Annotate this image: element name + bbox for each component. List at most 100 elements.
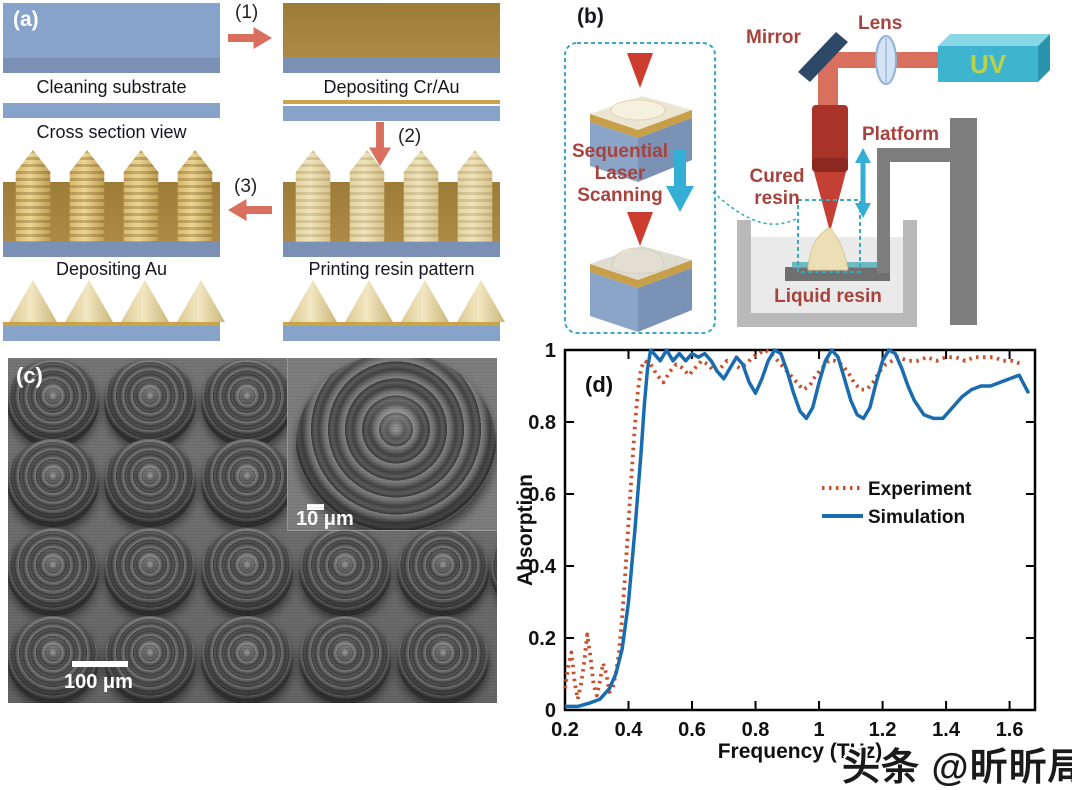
step-label-cross-section: Cross section view [36,122,187,142]
tank-right-wall [903,220,917,327]
sem-cone [299,528,391,616]
laser-tip-icon [627,53,653,88]
inset-scale-bar [307,504,324,510]
sem-cone [8,616,99,703]
sem-cone [8,528,99,616]
cross-section-crau-substrate [283,106,500,121]
step-label-dep-crau: Depositing Cr/Au [323,77,460,97]
x-tick-label: 0.4 [615,719,644,741]
sem-cone [104,528,196,616]
sem-cone [201,616,293,703]
x-tick-label: 0.6 [678,719,706,741]
resin-pillar [457,150,493,242]
step-3-arrow-icon [228,199,272,221]
plot-frame [563,348,1037,712]
mirror-label: Mirror [746,27,801,48]
main-scale-label: 100 μm [64,671,133,693]
y-tick-label: 0.6 [528,484,556,506]
x-tick-label: 1.2 [869,719,897,741]
cured-cone-dashed-box [797,199,861,273]
substrate-block-thin-layer [590,96,692,182]
gold-cross-section [3,280,225,341]
resin-cone [401,280,449,322]
x-tick-label: 0.2 [551,719,579,741]
tank-left-wall [737,220,751,327]
y-tick-label: 0.8 [528,412,556,434]
crau-thin-film [283,100,500,104]
uv-beam-vertical [818,55,838,112]
sem-cone [397,616,489,703]
y-axis-title: Absorption [514,474,537,586]
resin-pillar [295,150,331,242]
sem-cone [104,616,196,703]
sem-cone [397,528,489,616]
gold-film-line [3,322,220,326]
resin-cone [289,280,337,322]
step-label-dep-au: Depositing Au [55,259,168,279]
panel-c-label: (c) [16,363,43,388]
resin-pillar [349,150,385,242]
scan-down-arrowhead [666,186,694,212]
y-tick-label: 0.4 [528,556,557,578]
y-tick-label: 0 [545,700,556,722]
main-scale-bar [72,661,128,667]
legend-label: Simulation [868,507,965,528]
focused-laser-beam [814,172,846,232]
substrate-base-strip [3,58,220,73]
y-tick-label: 0.2 [528,628,556,650]
uv-source-box: UV [938,34,1050,82]
sem-cone [299,616,391,703]
tank-bottom [737,313,917,327]
x-tick-label: 0.8 [742,719,770,741]
sem-image: 10 μm (c) 100 μm [8,358,497,703]
substrate-block-dome [590,246,692,332]
gold-coated-pillar [177,150,213,242]
printing-setup-diagram: UV [564,32,1050,334]
gold-coated-pillar [15,150,51,242]
gold-coated-pillar-array [3,150,220,257]
absorption-chart: 0.2 0.4 0.6 0.8 1 1.2 1.4 1.600.20.40.60.81Freq… [514,340,1037,763]
sequential-scanning-label: Sequential Laser Scanning [571,141,669,206]
resin-pillar [403,150,439,242]
sem-cone [201,439,293,527]
lens-label: Lens [858,13,903,34]
resin-cone [345,280,393,322]
platform-structure [877,118,977,325]
substrate-slab [3,3,220,58]
sem-cone [8,359,99,447]
x-tick-label: 1 [813,719,824,741]
gold-coated-pillar [69,150,105,242]
sem-cone [201,528,293,616]
sem-inset-zoom: 10 μm [287,358,497,531]
sem-cone-closeup [296,358,496,530]
gold-cone [121,280,169,322]
gold-cone [177,280,225,322]
substrate-strip [283,326,500,341]
crau-layer-slab [283,3,500,58]
panel-a-label: (a) [13,8,39,31]
substrate-strip [3,326,220,341]
substrate-edge [283,242,500,257]
step-label-printing: Printing resin pattern [308,259,475,279]
substrate-edge [3,242,220,257]
uv-source-label: UV [970,49,1007,79]
sem-cone [8,439,99,527]
step-1-label: (1) [235,2,259,23]
series-simulation [565,348,1031,709]
gold-cone [9,280,57,322]
platform-label: Platform [862,124,940,145]
step-1-arrow-icon [228,27,272,49]
gold-coated-pillar [123,150,159,242]
substrate-under-crau [283,58,500,73]
step-3-label: (3) [234,176,258,197]
inset-scale-label: 10 μm [296,508,354,530]
panel-b-label: (b) [577,5,604,28]
cured-resin-label: Cured resin [749,166,805,209]
cross-section-substrate [3,103,220,118]
resin-pillar-array [283,150,500,257]
inset-dashed-box [564,42,716,334]
sem-cone [201,359,293,447]
liquid-resin-label: Liquid resin [774,286,882,307]
x-axis-title: Frequency (THz) [718,740,883,763]
resin-cone [457,280,505,322]
